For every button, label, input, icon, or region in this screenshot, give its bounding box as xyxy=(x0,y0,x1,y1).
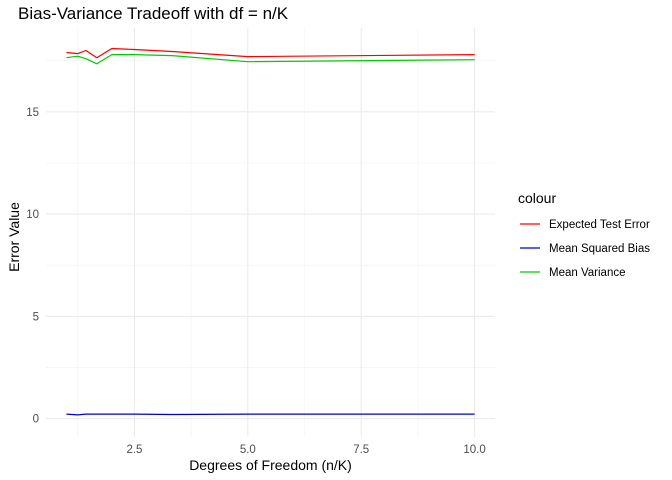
x-tick-label: 10.0 xyxy=(463,444,485,456)
legend-title: colour xyxy=(518,190,556,206)
x-tick-label: 5.0 xyxy=(240,444,256,456)
y-tick-label: 15 xyxy=(26,107,39,119)
grid-lines xyxy=(46,28,495,437)
legend-label-expected-test-error: Expected Test Error xyxy=(549,219,650,231)
legend: colour Expected Test Error Mean Squared B… xyxy=(518,190,650,279)
y-axis-title: Error Value xyxy=(6,202,22,272)
x-tick-label: 7.5 xyxy=(353,444,369,456)
legend-label-mean-variance: Mean Variance xyxy=(549,267,626,279)
y-tick-label: 0 xyxy=(33,414,39,426)
x-axis-title: Degrees of Freedom (n/K) xyxy=(189,457,352,473)
series-line-expected-test-error xyxy=(66,47,475,59)
series-lines xyxy=(66,47,475,416)
y-tick-label: 10 xyxy=(26,209,39,221)
y-tick-label: 5 xyxy=(33,311,39,323)
x-tick-label: 2.5 xyxy=(126,444,142,456)
series-line-mean-squared-bias xyxy=(66,413,475,416)
tick-labels: 2.5 5.0 7.5 10.0 0 5 10 15 xyxy=(26,107,486,456)
legend-label-mean-squared-bias: Mean Squared Bias xyxy=(549,243,650,255)
series-line-mean-variance xyxy=(66,53,475,65)
chart-title: Bias-Variance Tradeoff with df = n/K xyxy=(18,4,289,23)
